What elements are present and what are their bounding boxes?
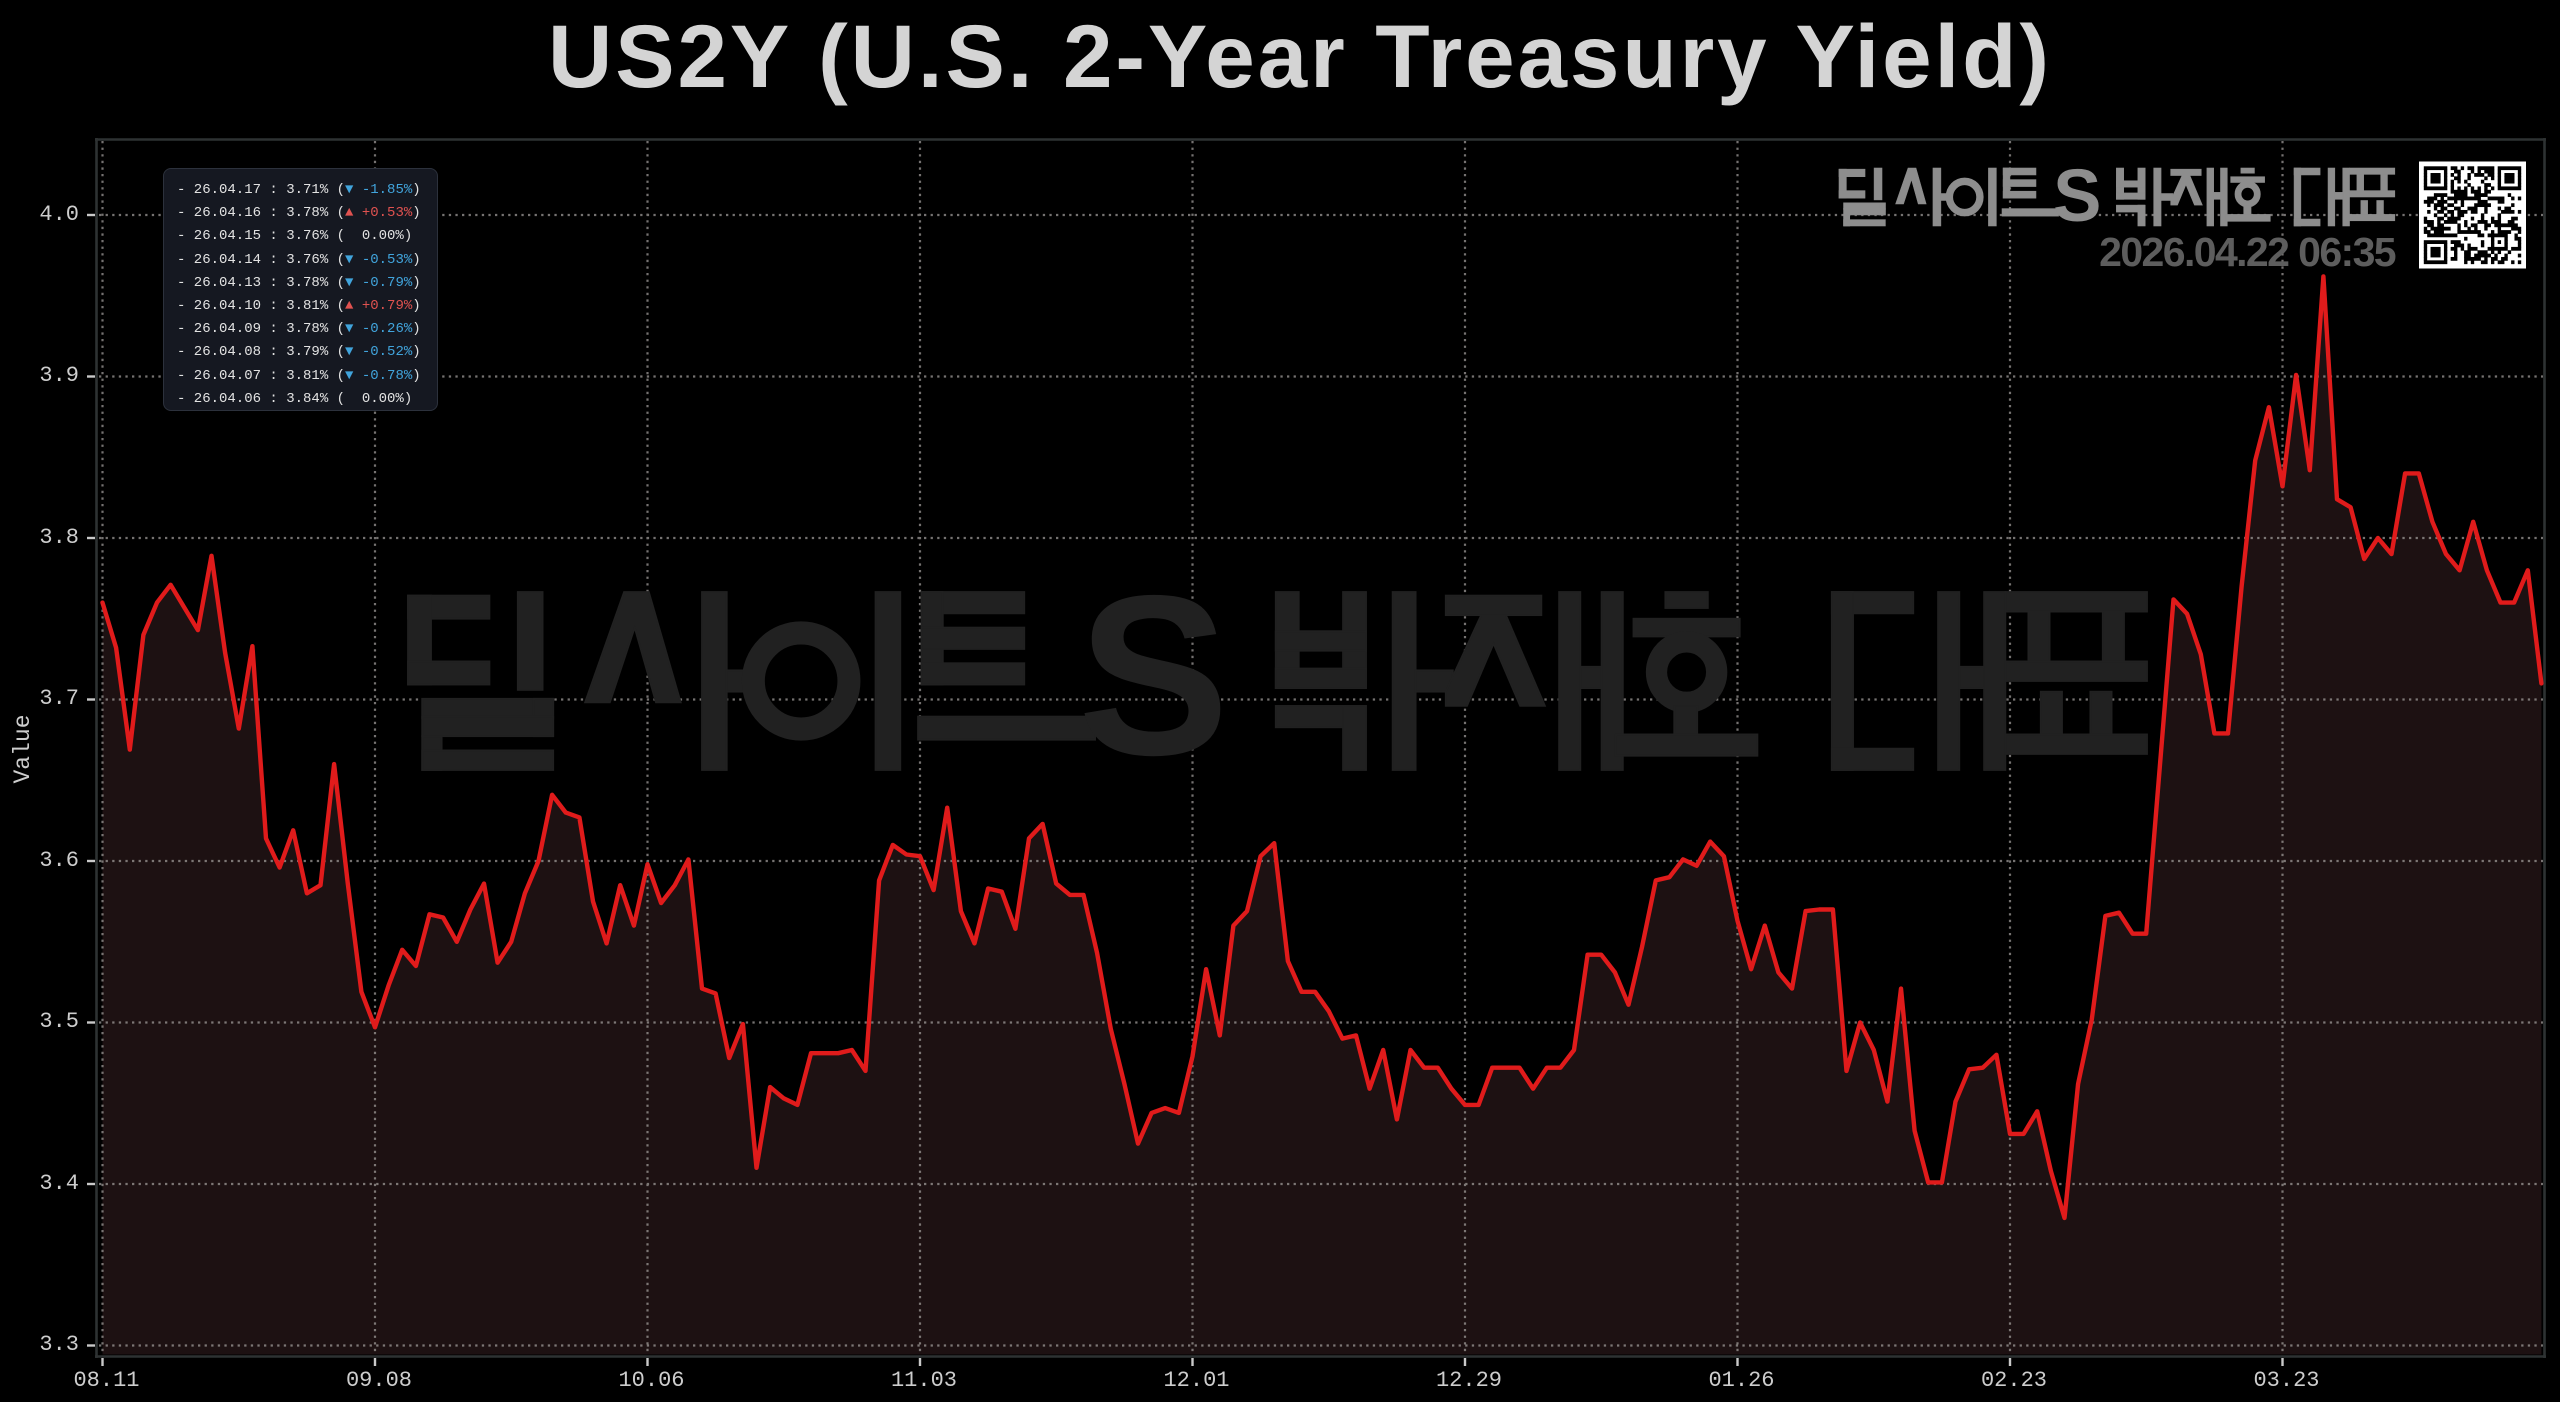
svg-text:S: S	[2053, 154, 2101, 237]
svg-text:S: S	[1078, 548, 1229, 803]
